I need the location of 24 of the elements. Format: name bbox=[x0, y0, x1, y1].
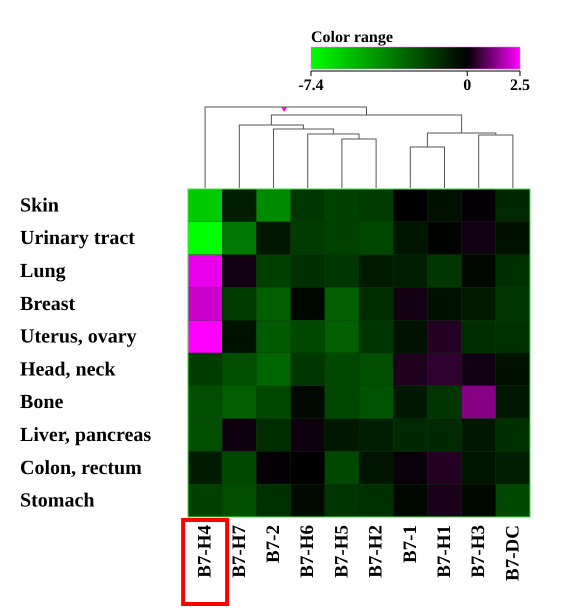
x-tick-label: B7-H6 bbox=[297, 525, 318, 578]
y-tick-label: Skin bbox=[20, 194, 59, 216]
x-tick-label: B7-H4 bbox=[194, 524, 216, 578]
x-tick-label: B7-1 bbox=[400, 525, 421, 563]
y-tick-label: Lung bbox=[20, 260, 66, 282]
y-tick-label: Colon, rectum bbox=[20, 456, 142, 479]
y-tick-label: Stomach bbox=[20, 490, 94, 512]
y-tick-label: Liver, pancreas bbox=[20, 424, 152, 446]
x-tick-label: B7-H7 bbox=[228, 524, 250, 578]
x-tick-label: B7-2 bbox=[263, 525, 284, 563]
x-tick-label: B7-DC bbox=[502, 525, 524, 581]
y-tick-label: Urinary tract bbox=[20, 227, 136, 250]
y-tick-label: Bone bbox=[20, 391, 64, 414]
legend-title: Color range bbox=[311, 29, 393, 46]
color-bar-label: 2.5 bbox=[510, 77, 530, 94]
color-bar-label: 0 bbox=[463, 77, 472, 94]
y-tick-label: Uterus, ovary bbox=[20, 326, 137, 348]
x-tick-label: B7-H1 bbox=[434, 525, 455, 578]
x-tick-label: B7-H2 bbox=[366, 525, 387, 578]
x-tick-label: B7-H3 bbox=[468, 525, 490, 578]
color-bar-label: -7.4 bbox=[298, 77, 324, 94]
y-tick-label: Head, neck bbox=[20, 358, 116, 380]
y-tick-label: Breast bbox=[20, 292, 76, 315]
x-tick-label: B7-H5 bbox=[331, 525, 352, 578]
